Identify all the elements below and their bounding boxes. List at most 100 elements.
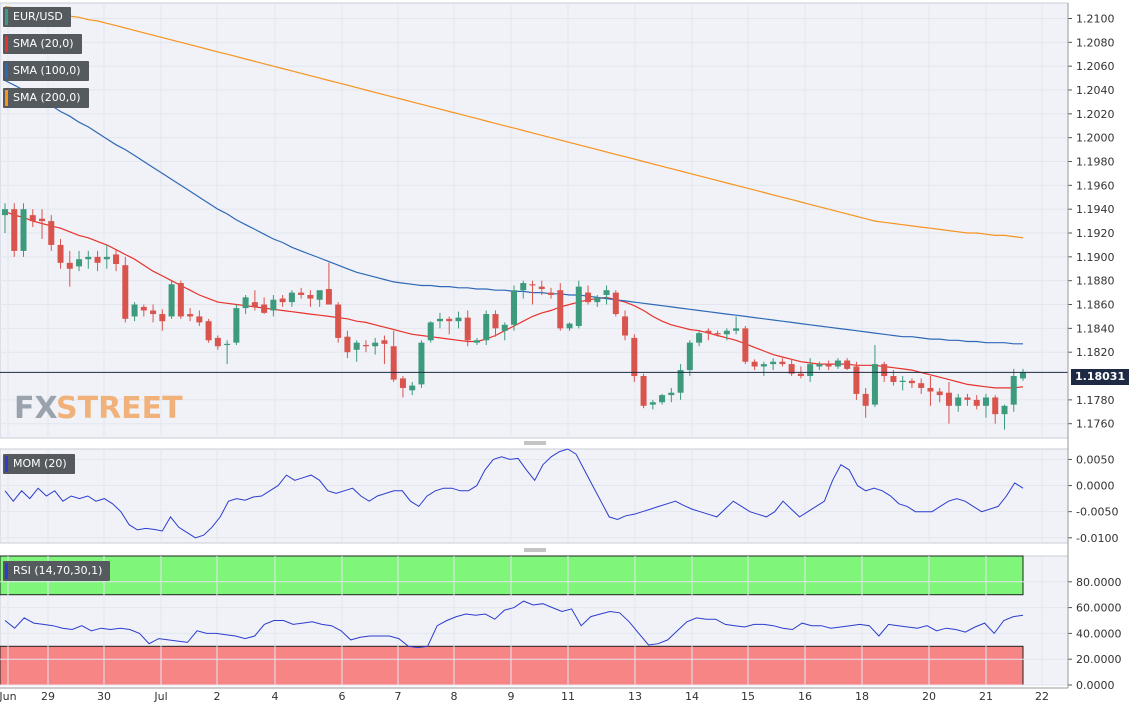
candle-body [705, 330, 712, 334]
candle-body [2, 209, 8, 216]
legend-mom[interactable]: MOM (20) [3, 454, 75, 474]
candle-body [816, 364, 823, 367]
legend-sma20-label: SMA (20,0) [13, 37, 74, 50]
candle-body [436, 318, 443, 322]
candle-body [501, 324, 508, 331]
x-tick-label: 4 [272, 690, 279, 703]
candle-body [316, 290, 323, 300]
y-tick-label: 1.1880 [1076, 275, 1115, 288]
legend-swatch [5, 563, 8, 579]
x-tick-label: Jul [153, 690, 167, 703]
current-price-tag: 1.18031 [1071, 369, 1130, 385]
candle-body [612, 292, 619, 315]
candle-body [372, 342, 379, 347]
legend-sma20[interactable]: SMA (20,0) [3, 34, 82, 54]
candle-body [168, 284, 175, 317]
candle-body [427, 322, 434, 341]
y-tick-label: 1.1860 [1076, 299, 1115, 312]
candle-body [936, 391, 943, 396]
candle-body [955, 397, 962, 406]
legend-sma200[interactable]: SMA (200,0) [3, 88, 89, 108]
mom-line [4, 448, 1024, 539]
legend-swatch [5, 456, 8, 472]
candle-body [520, 283, 527, 291]
candle-body [982, 397, 989, 406]
y-tick-label: 0.0000 [1076, 679, 1115, 692]
candle-body [1020, 372, 1026, 379]
candle-body [871, 364, 878, 405]
candle-body [603, 290, 610, 295]
candle-body [473, 340, 480, 343]
candle-body [307, 294, 314, 299]
candle-body [85, 256, 92, 260]
candle-body [94, 256, 101, 263]
x-tick-label: Jun [0, 690, 17, 703]
candle-body [1001, 405, 1008, 415]
candle-body [362, 345, 369, 347]
y-tick-label: 1.2020 [1076, 108, 1115, 121]
candle-body [927, 387, 934, 392]
legend-sma100-label: SMA (100,0) [13, 64, 81, 77]
candle-body [196, 316, 203, 323]
legend-pair[interactable]: EUR/USD [3, 7, 71, 27]
candle-body [992, 397, 999, 415]
candle-body [908, 380, 915, 384]
candle-body [233, 308, 240, 343]
x-tick-label: 15 [741, 690, 755, 703]
sma200-line [4, 6, 1024, 239]
legend-swatch [5, 36, 8, 52]
candle-body [29, 215, 36, 222]
candle-body [455, 317, 462, 322]
y-tick-label: 1.1940 [1076, 203, 1115, 216]
candle-body [483, 314, 490, 341]
candle-body [177, 283, 184, 317]
y-tick-label: 1.1980 [1076, 156, 1115, 169]
x-tick-label: 16 [798, 690, 812, 703]
y-tick-label: 1.1780 [1076, 394, 1115, 407]
candle-body [103, 256, 110, 260]
candle-body [640, 376, 647, 406]
candle-body [113, 254, 120, 264]
y-tick-label: 1.1960 [1076, 179, 1115, 192]
legend-rsi[interactable]: RSI (14,70,30,1) [3, 561, 111, 581]
y-tick-label: 80.0000 [1076, 576, 1122, 589]
x-tick-label: 18 [855, 690, 869, 703]
candle-body [390, 346, 397, 380]
legend-rsi-label: RSI (14,70,30,1) [13, 564, 103, 577]
y-tick-label: -0.0100 [1076, 532, 1118, 545]
legend-sma200-label: SMA (200,0) [13, 91, 81, 104]
candle-body [742, 328, 749, 362]
candle-body [686, 342, 693, 371]
candle-body [797, 373, 804, 377]
candle-body [66, 262, 73, 269]
candle-body [1010, 376, 1017, 405]
candle-body [696, 333, 703, 343]
candle-body [353, 342, 360, 350]
candle-body [677, 370, 684, 393]
candle-body [511, 290, 517, 325]
candle-body [20, 209, 27, 251]
legend-sma100[interactable]: SMA (100,0) [3, 61, 89, 81]
candle-body [538, 286, 545, 290]
candle-body [298, 292, 305, 295]
legend-swatch [5, 9, 8, 25]
legend-swatch [5, 63, 8, 79]
candle-body [131, 304, 138, 317]
candle-body [251, 302, 258, 307]
x-tick-label: 13 [628, 690, 642, 703]
candle-body [39, 218, 46, 222]
candle-body [964, 397, 971, 400]
legend-pair-label: EUR/USD [13, 10, 63, 23]
candle-body [464, 317, 471, 341]
candle-body [48, 221, 55, 245]
panel-background [0, 448, 1069, 544]
y-tick-label: 1.1900 [1076, 251, 1115, 264]
candle-body [973, 399, 980, 406]
candle-body [11, 209, 18, 251]
candle-body [381, 340, 388, 344]
candle-body [279, 298, 286, 303]
candle-body [760, 364, 767, 367]
x-tick-label: 2 [214, 690, 221, 703]
y-tick-label: 1.1760 [1076, 418, 1115, 431]
